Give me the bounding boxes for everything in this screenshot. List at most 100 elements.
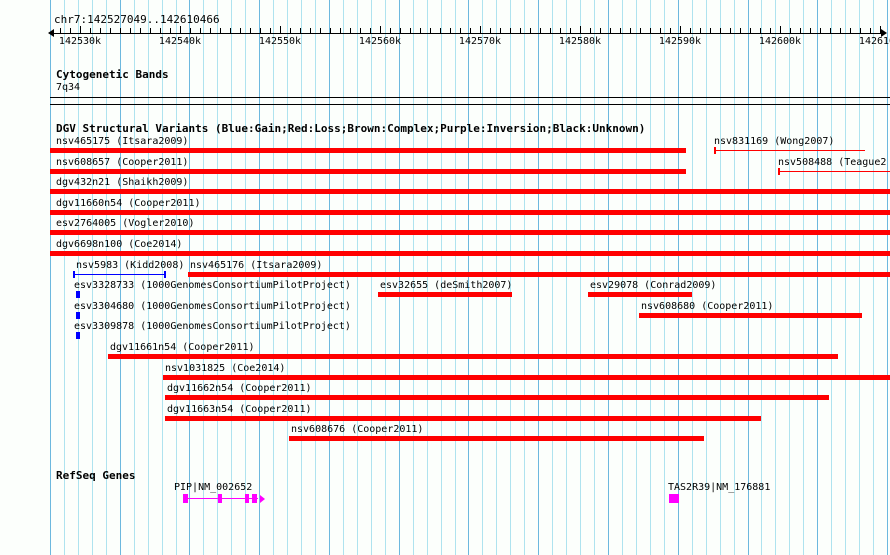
ruler-tick-minor — [850, 28, 851, 33]
ruler-tick-minor — [310, 28, 311, 33]
dgv-feature-label[interactable]: nsv608680 (Cooper2011) — [641, 301, 774, 312]
grid-line — [231, 0, 232, 555]
ruler-right-arrow-icon[interactable] — [881, 29, 887, 37]
dgv-feature-label[interactable]: dgv11663n54 (Cooper2011) — [167, 404, 312, 415]
dgv-feature-bar[interactable] — [289, 436, 704, 441]
ruler-tick-minor — [550, 28, 551, 33]
dgv-feature-end-cap — [164, 271, 166, 278]
dgv-feature-label[interactable]: nsv831169 (Wong2007) — [714, 136, 835, 147]
ruler-tick-minor — [600, 28, 601, 33]
ruler-tick-minor — [240, 28, 241, 33]
section-divider-bottom — [50, 104, 890, 105]
ruler-tick-minor — [290, 28, 291, 33]
dgv-feature-label[interactable]: esv32655 (deSmith2007) — [380, 280, 513, 291]
dgv-feature-bar[interactable] — [50, 210, 890, 215]
gene-label[interactable]: TAS2R39|NM_176881 — [668, 482, 771, 493]
ruler-tick-minor — [320, 28, 321, 33]
dgv-feature-start-cap — [73, 271, 75, 278]
dgv-feature-label[interactable]: nsv608657 (Cooper2011) — [56, 157, 189, 168]
grid-line — [287, 0, 288, 555]
ruler-tick-minor — [410, 28, 411, 33]
ruler-tick-minor — [760, 28, 761, 33]
dgv-feature-label[interactable]: dgv11661n54 (Cooper2011) — [110, 342, 255, 353]
grid-line — [399, 0, 400, 555]
dgv-feature-bar[interactable] — [50, 148, 686, 153]
ruler-tick-minor — [460, 28, 461, 33]
ruler-tick-minor — [820, 28, 821, 33]
dgv-feature-label[interactable]: dgv11660n54 (Cooper2011) — [56, 198, 201, 209]
ruler-tick-label: 142570k — [458, 36, 502, 47]
dgv-feature-bar[interactable] — [188, 272, 890, 277]
dgv-feature-bar[interactable] — [378, 292, 512, 297]
ruler-tick-minor — [220, 28, 221, 33]
grid-line — [148, 0, 149, 555]
dgv-feature-label[interactable]: dgv11662n54 (Cooper2011) — [167, 383, 312, 394]
grid-line — [678, 0, 679, 555]
ruler-axis-line — [50, 33, 885, 34]
ruler-tick-minor — [300, 28, 301, 33]
ruler-tick-minor — [190, 28, 191, 33]
dgv-feature-point[interactable] — [76, 291, 80, 298]
ruler-tick-label: 142600k — [758, 36, 802, 47]
dgv-feature-point[interactable] — [76, 312, 80, 319]
cytogenetic-band-label[interactable]: 7q34 — [56, 82, 81, 93]
dgv-feature-line[interactable] — [714, 150, 865, 151]
grid-line — [775, 0, 776, 555]
dgv-feature-label[interactable]: nsv608676 (Cooper2011) — [291, 424, 424, 435]
gene-exon[interactable] — [252, 494, 257, 503]
dgv-feature-bar[interactable] — [50, 251, 890, 256]
ruler-tick-minor — [70, 28, 71, 33]
grid-line — [664, 0, 665, 555]
ruler-tick-minor — [150, 28, 151, 33]
dgv-feature-label[interactable]: esv3304680 (1000GenomesConsortiumPilotPr… — [74, 301, 351, 312]
dgv-feature-bar[interactable] — [50, 230, 890, 235]
ruler-tick-major — [880, 26, 881, 34]
dgv-feature-label[interactable]: esv3328733 (1000GenomesConsortiumPilotPr… — [74, 280, 351, 291]
dgv-feature-line[interactable] — [73, 274, 166, 275]
dgv-feature-bar[interactable] — [108, 354, 838, 359]
gene-exon[interactable] — [669, 494, 679, 503]
dgv-feature-label[interactable]: nsv465175 (Itsara2009) — [56, 136, 189, 147]
ruler-left-arrow-icon[interactable] — [48, 29, 54, 37]
dgv-feature-bar[interactable] — [163, 375, 890, 380]
coordinate-ruler[interactable]: chr7:142527049..142610466 142530k 142540k… — [0, 0, 890, 52]
ruler-tick-minor — [270, 28, 271, 33]
gene-exon[interactable] — [218, 494, 222, 503]
dgv-feature-bar[interactable] — [165, 416, 761, 421]
grid-line — [594, 0, 595, 555]
grid-line — [873, 0, 874, 555]
dgv-feature-label[interactable]: nsv508488 (Teague2 — [778, 157, 887, 168]
ruler-tick-minor — [360, 28, 361, 33]
dgv-feature-bar[interactable] — [50, 169, 686, 174]
ruler-tick-label: 142590k — [658, 36, 702, 47]
gene-label[interactable]: PIP|NM_002652 — [174, 482, 253, 493]
dgv-feature-label[interactable]: dgv6698n100 (Coe2014) — [56, 239, 183, 250]
ruler-tick-label: 142560k — [358, 36, 402, 47]
dgv-feature-label[interactable]: nsv1031825 (Coe2014) — [165, 363, 286, 374]
dgv-feature-point[interactable] — [76, 332, 80, 339]
dgv-feature-bar[interactable] — [639, 313, 862, 318]
dgv-feature-label[interactable]: nsv465176 (Itsara2009) — [190, 260, 323, 271]
dgv-feature-label[interactable]: nsv5983 (Kidd2008) — [76, 260, 185, 271]
dgv-feature-label[interactable]: esv29078 (Conrad2009) — [590, 280, 717, 291]
dgv-feature-label[interactable]: dgv432n21 (Shaikh2009) — [56, 177, 189, 188]
ruler-tick-minor — [140, 28, 141, 33]
dgv-feature-bar[interactable] — [165, 395, 829, 400]
ruler-tick-minor — [530, 28, 531, 33]
dgv-feature-label[interactable]: esv2764005 (Vogler2010) — [56, 218, 195, 229]
dgv-feature-bar[interactable] — [588, 292, 692, 297]
ruler-tick-minor — [620, 28, 621, 33]
ruler-tick-minor — [250, 28, 251, 33]
ruler-tick-minor — [450, 28, 451, 33]
grid-line — [50, 0, 51, 555]
ruler-tick-minor — [540, 28, 541, 33]
ruler-tick-minor — [690, 28, 691, 33]
grid-line — [245, 0, 246, 555]
dgv-feature-label[interactable]: esv3309878 (1000GenomesConsortiumPilotPr… — [74, 321, 351, 332]
grid-line — [162, 0, 163, 555]
gene-exon[interactable] — [183, 494, 188, 503]
dgv-feature-bar[interactable] — [50, 189, 890, 194]
grid-line — [761, 0, 762, 555]
gene-exon[interactable] — [245, 494, 249, 503]
dgv-feature-line[interactable] — [778, 171, 890, 172]
